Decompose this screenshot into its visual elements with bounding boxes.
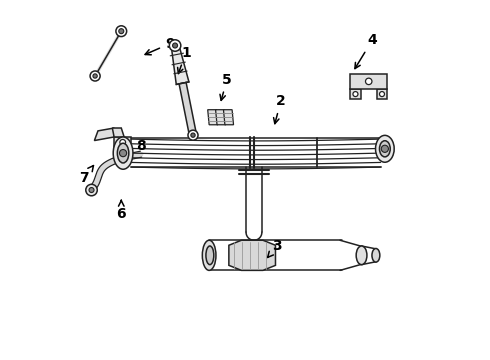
Polygon shape — [208, 110, 218, 125]
Circle shape — [191, 133, 195, 137]
Text: 3: 3 — [268, 239, 282, 257]
Ellipse shape — [379, 141, 390, 157]
Circle shape — [89, 188, 94, 193]
Ellipse shape — [206, 246, 214, 265]
Ellipse shape — [375, 135, 394, 162]
Polygon shape — [95, 128, 114, 140]
Ellipse shape — [113, 137, 133, 169]
Circle shape — [120, 149, 126, 157]
Text: 1: 1 — [178, 46, 191, 73]
Circle shape — [120, 150, 125, 156]
Polygon shape — [350, 74, 388, 89]
Polygon shape — [114, 137, 131, 157]
Text: 2: 2 — [273, 94, 286, 124]
Polygon shape — [223, 110, 234, 125]
Text: 9: 9 — [145, 37, 174, 55]
Circle shape — [120, 139, 125, 145]
Text: 7: 7 — [79, 166, 94, 185]
Circle shape — [366, 78, 372, 85]
Polygon shape — [179, 82, 196, 136]
Circle shape — [172, 43, 177, 48]
Polygon shape — [216, 110, 225, 125]
Text: 8: 8 — [125, 139, 146, 153]
Circle shape — [119, 29, 124, 34]
Circle shape — [86, 184, 97, 196]
Polygon shape — [350, 89, 361, 99]
Ellipse shape — [372, 248, 380, 262]
Circle shape — [353, 91, 358, 96]
Circle shape — [90, 71, 100, 81]
Circle shape — [170, 40, 181, 51]
Polygon shape — [172, 45, 189, 85]
Text: 6: 6 — [117, 201, 126, 221]
Ellipse shape — [117, 143, 129, 163]
Circle shape — [188, 130, 198, 140]
Circle shape — [93, 74, 97, 78]
Ellipse shape — [202, 240, 216, 270]
Ellipse shape — [356, 246, 367, 265]
Circle shape — [116, 26, 126, 37]
Text: 4: 4 — [355, 33, 377, 69]
Text: 5: 5 — [220, 73, 232, 100]
Polygon shape — [112, 128, 124, 137]
Circle shape — [379, 91, 385, 96]
Polygon shape — [377, 89, 388, 99]
Polygon shape — [229, 240, 275, 270]
Circle shape — [381, 145, 389, 152]
